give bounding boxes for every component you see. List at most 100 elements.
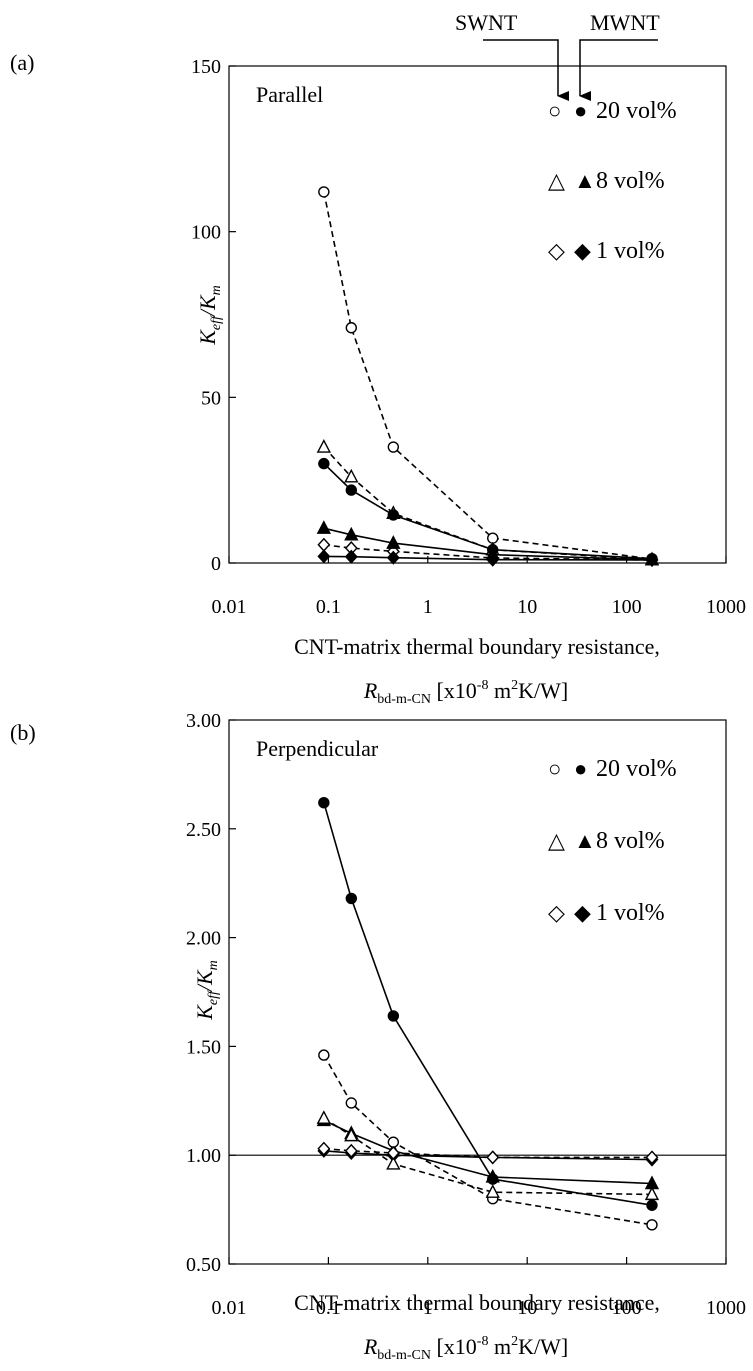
legend-filled-symbol: ▲ [574,828,596,853]
data-point [316,439,332,453]
y-tick-label: 2.00 [186,928,221,950]
series-line [323,544,653,561]
series-line [323,463,653,560]
legend-label: 20 vol% [596,756,677,782]
legend-filled-symbol: ● [574,98,587,123]
y-axis-label: Keff/Km [192,960,221,1021]
legend-open-symbol: ◇ [548,900,565,925]
panel-annotation: Perpendicular [256,736,379,761]
data-point [387,509,400,521]
panel-label-b: (b) [10,720,36,745]
data-point [318,186,330,198]
legend-open-symbol: ○ [548,756,561,781]
data-point [344,526,359,541]
legend-open-symbol: △ [548,828,565,853]
chart-perpendicular: (b) Perpendicular Keff/Km CNT-matrix the… [10,710,746,1363]
y-tick-label: 0 [211,553,221,575]
x-axis-label-line1: CNT-matrix thermal boundary resistance, [294,634,660,659]
data-point [487,532,499,544]
data-point [485,1168,500,1183]
data-point [485,1184,500,1198]
legend-open-symbol: △ [548,168,565,193]
legend-label: 8 vol% [596,168,665,194]
x-tick-label: 10 [517,1297,537,1319]
y-tick-label: 1.50 [186,1036,221,1058]
legend-entry: △ ▲ 8 vol% [548,168,665,194]
chart-parallel: (a) Parallel Keff/Km CNT-matrix thermal … [10,50,746,707]
plot-frame [228,65,727,564]
data-point [644,1186,660,1201]
data-point [386,1155,401,1170]
legend-label: 20 vol% [596,98,677,124]
y-tick-label: 1.00 [186,1145,221,1167]
plot-frame [228,719,727,1265]
legend-open-symbol: ◇ [548,238,565,263]
y-tick-label: 3.00 [186,710,221,732]
data-point [386,535,401,549]
x-tick-label: 100 [612,1297,642,1319]
data-point [344,549,358,564]
legend-entry: ○ ● 20 vol% [548,756,677,782]
x-tick-label: 0.1 [316,1297,341,1319]
data-point [317,549,331,564]
legend-open-symbol: ○ [548,98,561,123]
cnt-type-annotation: SWNT MWNT [455,10,660,101]
legend-entry: △ ▲ 8 vol% [548,828,665,854]
series-line [323,1147,652,1159]
data-point [486,552,500,567]
data-point [645,552,659,568]
mwnt-label: MWNT [590,10,660,35]
data-point [345,1097,358,1109]
data-point [344,1143,358,1158]
x-tick-label: 0.1 [316,596,341,618]
data-point [646,1199,658,1211]
x-tick-label: 1 [423,596,433,618]
data-point [318,457,330,470]
series-line [323,802,653,1206]
data-point [316,520,332,534]
data-point [316,1110,332,1124]
data-point [317,537,331,552]
panel-annotation: Parallel [256,82,323,107]
data-point [344,1127,359,1142]
swnt-label: SWNT [455,10,518,35]
y-tick-label: 100 [191,222,221,244]
y-tick-label: 0.50 [186,1254,221,1276]
x-tick-label: 10 [517,596,537,618]
data-point [317,1141,331,1156]
x-tick-label: 1000 [706,1297,746,1319]
x-tick-label: 0.01 [212,1297,247,1319]
data-point [646,1219,658,1231]
series-line [323,1119,653,1185]
x-axis-label-line2: Rbd-m-CN [x10-8 m2K/W] [363,678,568,707]
legend-label: 1 vol% [596,238,665,264]
legend-entry: ◇ ◆ 1 vol% [548,900,665,926]
data-point [387,441,400,453]
y-tick-label: 150 [191,56,221,78]
data-point [386,1145,400,1161]
x-tick-label: 1 [423,1297,433,1319]
x-tick-label: 1000 [706,596,746,618]
data-point [645,1150,659,1165]
y-axis-label: Keff/Km [195,285,224,346]
data-point [387,1010,400,1022]
legend-filled-symbol: ● [574,756,587,781]
x-tick-label: 100 [612,596,642,618]
legend-label: 1 vol% [596,900,665,926]
data-point [387,1136,400,1148]
legend-filled-symbol: ◆ [574,900,591,925]
legend-entry: ◇ ◆ 1 vol% [548,238,665,264]
x-axis-label-line2: Rbd-m-CN [x10-8 m2K/W] [363,1334,568,1363]
x-axis-label-line1: CNT-matrix thermal boundary resistance, [294,1290,660,1315]
data-point [486,1150,500,1165]
legend-filled-symbol: ◆ [574,238,591,263]
panel-label-a: (a) [10,50,34,75]
legend-entry: ○ ● 20 vol% [548,98,677,124]
data-point [318,1049,330,1061]
x-tick-label: 0.01 [212,596,247,618]
data-point [345,892,358,905]
y-tick-label: 2.50 [186,819,221,841]
data-point [318,796,330,809]
data-point [386,550,400,565]
data-point [345,322,358,334]
